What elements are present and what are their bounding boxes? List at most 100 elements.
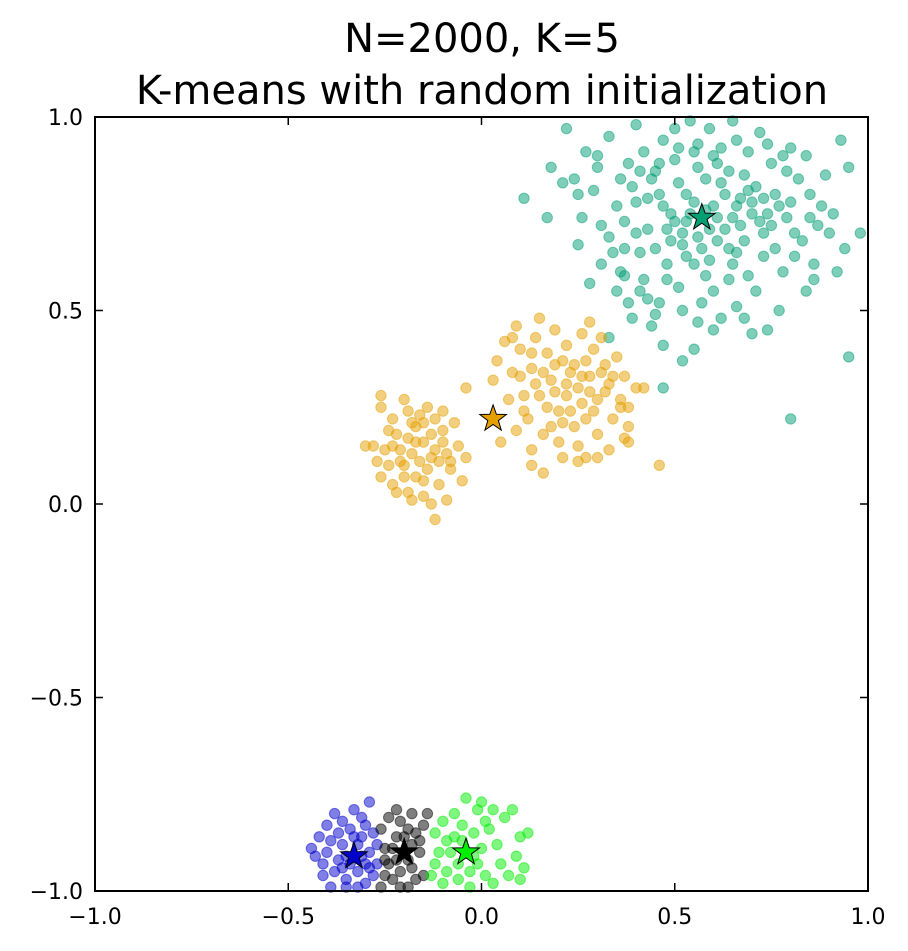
- data-point-cluster-3: [390, 804, 403, 816]
- data-point-cluster-1: [518, 405, 530, 417]
- data-point-cluster-0: [642, 293, 654, 305]
- data-point-cluster-4: [441, 835, 453, 847]
- data-point-cluster-0: [638, 146, 650, 158]
- data-point-cluster-1: [545, 420, 557, 433]
- data-point-cluster-1: [576, 397, 588, 410]
- data-point-cluster-1: [568, 420, 580, 433]
- data-point-cluster-1: [591, 428, 604, 440]
- data-point-cluster-0: [742, 184, 754, 197]
- data-point-cluster-0: [672, 177, 685, 189]
- data-point-cluster-0: [657, 382, 669, 394]
- data-point-cluster-0: [769, 242, 781, 255]
- data-point-cluster-1: [584, 316, 596, 328]
- data-point-cluster-3: [375, 881, 387, 893]
- data-point-cluster-0: [541, 211, 553, 224]
- data-point-cluster-0: [738, 312, 750, 324]
- data-point-cluster-0: [769, 188, 781, 201]
- data-point-cluster-4: [479, 815, 492, 827]
- data-point-cluster-1: [549, 386, 561, 398]
- data-point-cluster-0: [642, 223, 654, 235]
- data-point-cluster-2: [317, 858, 329, 870]
- data-point-cluster-0: [730, 300, 743, 313]
- data-point-cluster-1: [638, 382, 650, 394]
- data-point-cluster-0: [688, 343, 700, 355]
- data-point-cluster-0: [804, 188, 816, 201]
- data-point-cluster-1: [572, 440, 584, 452]
- data-point-cluster-1: [618, 370, 631, 382]
- data-point-cluster-0: [703, 122, 716, 135]
- data-point-cluster-1: [386, 440, 399, 452]
- data-point-cluster-1: [553, 405, 565, 417]
- data-point-cluster-0: [785, 413, 797, 425]
- data-point-cluster-0: [723, 165, 735, 177]
- data-point-cluster-0: [835, 134, 847, 146]
- centroid-star-2: [339, 840, 369, 869]
- data-point-cluster-1: [410, 471, 422, 483]
- data-point-cluster-1: [421, 463, 434, 475]
- data-point-cluster-3: [414, 846, 426, 858]
- data-point-cluster-0: [676, 304, 689, 317]
- data-point-cluster-0: [773, 304, 785, 317]
- data-point-cluster-1: [622, 401, 635, 413]
- data-point-cluster-4: [495, 858, 507, 870]
- data-point-cluster-0: [727, 258, 739, 270]
- data-point-cluster-0: [700, 173, 712, 185]
- data-point-cluster-1: [607, 370, 619, 382]
- data-point-cluster-2: [305, 842, 318, 855]
- data-point-cluster-0: [730, 200, 743, 212]
- centroid-star-0: [687, 202, 717, 231]
- data-point-cluster-0: [611, 200, 623, 212]
- data-point-cluster-0: [611, 285, 623, 297]
- data-point-cluster-0: [746, 196, 758, 208]
- data-point-cluster-1: [383, 459, 395, 471]
- data-point-cluster-4: [522, 827, 534, 839]
- data-point-cluster-3: [410, 873, 422, 886]
- data-point-cluster-1: [560, 378, 573, 390]
- data-point-cluster-0: [765, 157, 778, 170]
- data-point-cluster-2: [313, 831, 325, 843]
- data-point-cluster-0: [785, 142, 797, 154]
- data-point-cluster-1: [576, 328, 588, 340]
- data-point-cluster-1: [560, 389, 573, 402]
- data-point-cluster-4: [514, 873, 526, 886]
- data-point-cluster-4: [464, 881, 476, 893]
- data-point-cluster-0: [591, 161, 604, 174]
- data-point-cluster-0: [545, 161, 557, 174]
- data-point-cluster-4: [491, 838, 503, 851]
- data-point-cluster-0: [819, 169, 832, 181]
- data-point-cluster-0: [657, 200, 669, 212]
- data-point-cluster-4: [437, 815, 449, 827]
- data-point-cluster-0: [560, 122, 573, 135]
- data-point-cluster-2: [328, 807, 341, 820]
- data-point-cluster-0: [823, 227, 835, 239]
- data-point-cluster-0: [661, 258, 673, 270]
- data-point-cluster-1: [514, 370, 526, 382]
- data-point-cluster-1: [518, 389, 530, 402]
- data-point-cluster-1: [541, 347, 553, 359]
- data-point-cluster-1: [359, 440, 372, 452]
- data-point-cluster-0: [622, 297, 635, 309]
- data-point-cluster-1: [425, 428, 437, 440]
- centroid-star-3: [389, 836, 419, 865]
- data-point-cluster-1: [375, 389, 387, 402]
- data-point-cluster-0: [634, 246, 646, 259]
- data-point-cluster-1: [406, 417, 418, 429]
- data-point-cluster-1: [537, 467, 549, 479]
- data-point-cluster-1: [394, 455, 406, 468]
- data-point-cluster-2: [340, 881, 352, 893]
- chart-title-line-2: K-means with random initialization: [136, 68, 828, 114]
- x-tick-label: 0.5: [657, 905, 692, 930]
- data-point-cluster-0: [707, 324, 720, 336]
- data-point-cluster-0: [788, 250, 801, 262]
- data-point-cluster-0: [723, 273, 735, 286]
- data-point-cluster-0: [754, 126, 766, 139]
- data-point-cluster-0: [738, 169, 750, 181]
- data-point-cluster-2: [359, 819, 372, 831]
- data-point-cluster-0: [696, 297, 708, 309]
- data-point-cluster-1: [487, 374, 499, 386]
- data-point-cluster-1: [618, 432, 631, 444]
- data-point-cluster-1: [576, 370, 588, 382]
- data-point-cluster-3: [394, 815, 406, 827]
- data-point-cluster-0: [680, 188, 692, 201]
- data-point-cluster-1: [441, 494, 453, 506]
